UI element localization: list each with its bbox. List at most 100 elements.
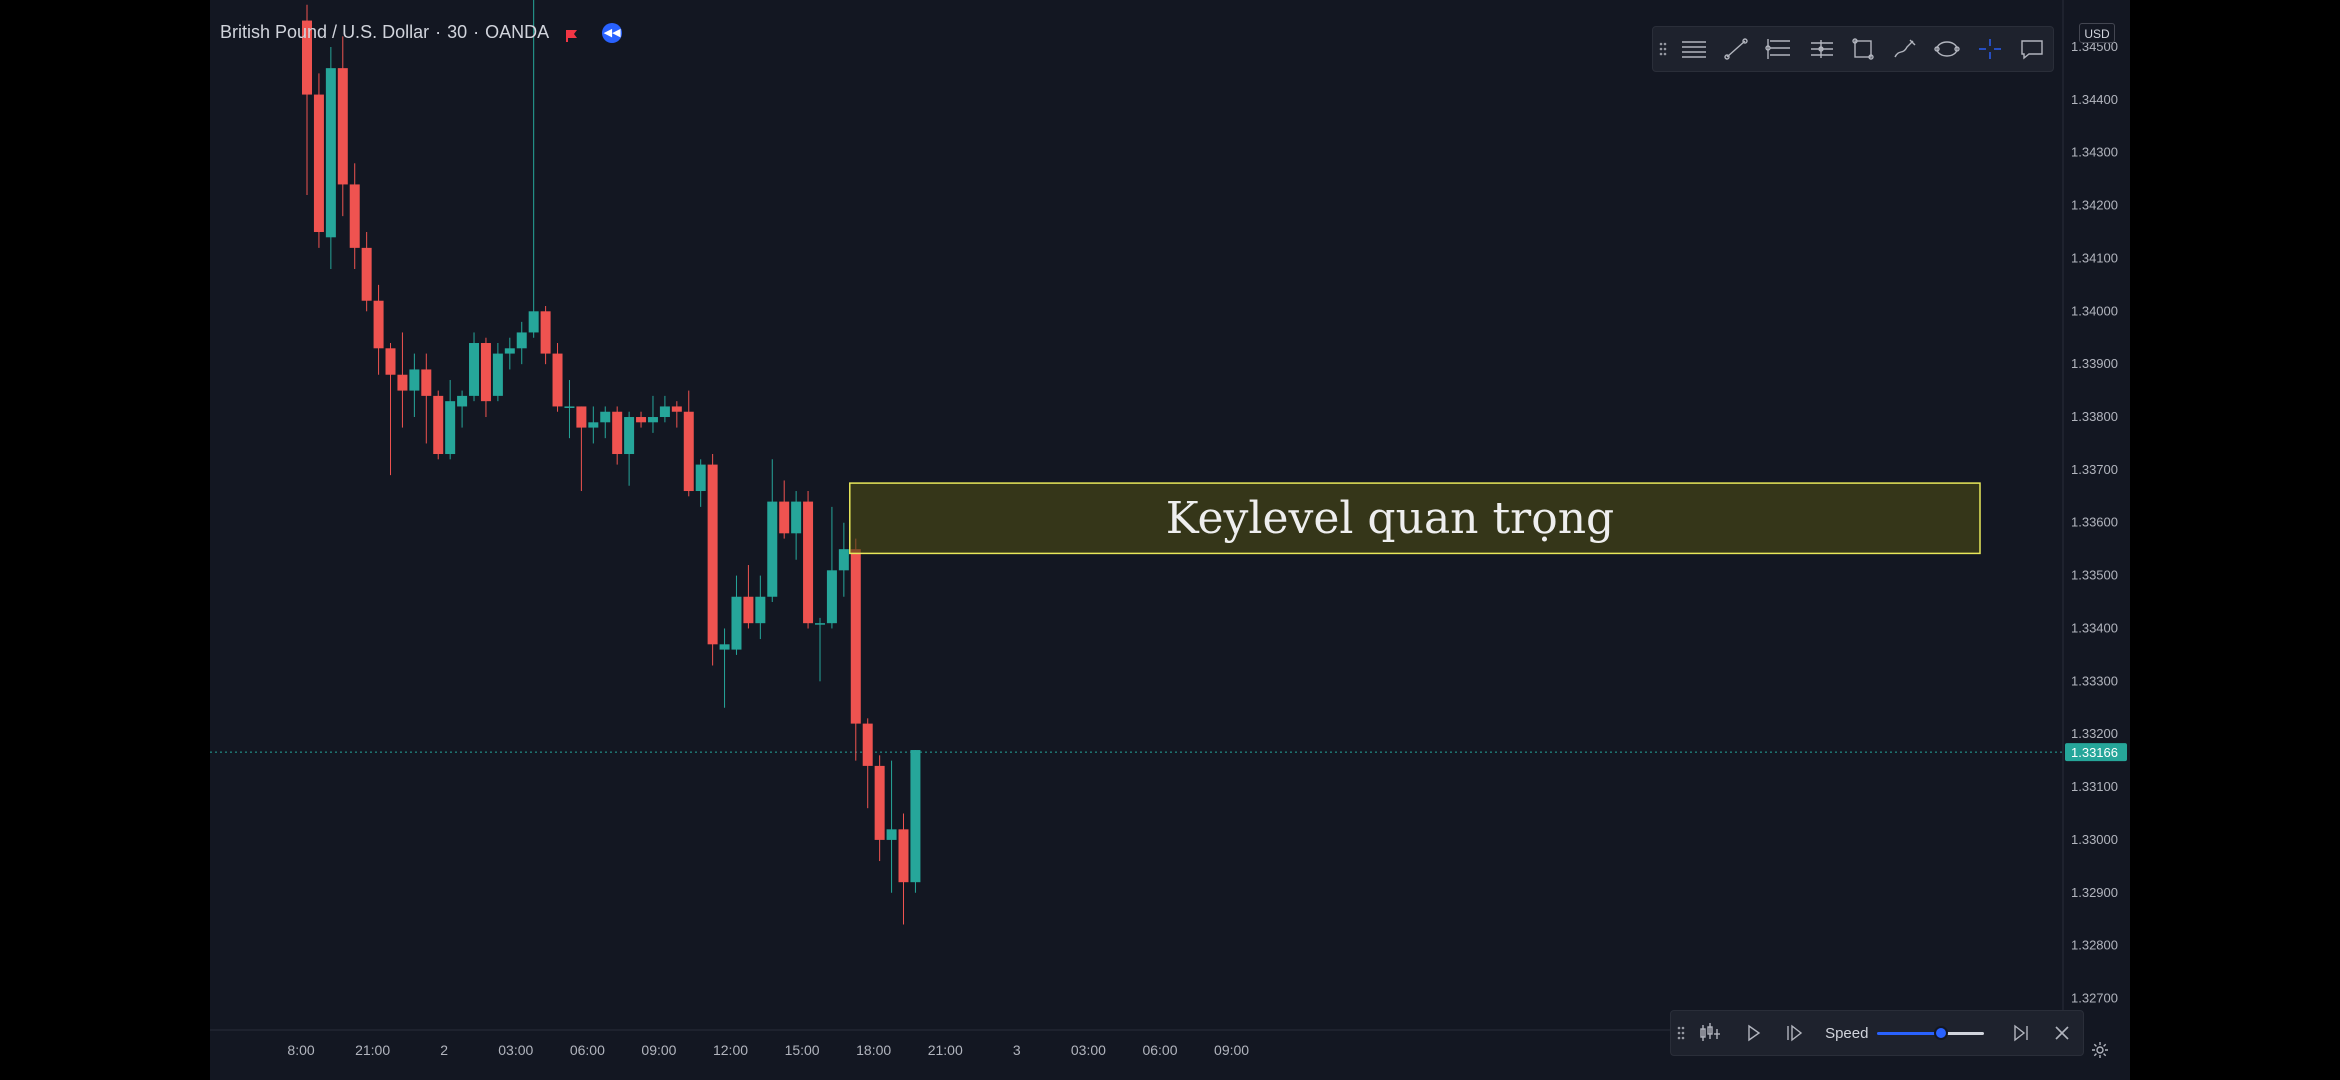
rectangle-icon[interactable]: [1842, 27, 1884, 71]
candle-body: [516, 332, 527, 349]
candle-body: [540, 311, 551, 354]
candle: [564, 380, 575, 439]
candle: [886, 760, 897, 893]
price-tick-label: 1.34400: [2071, 92, 2118, 107]
candle-body: [600, 411, 611, 423]
candle: [325, 47, 336, 270]
price-tick-label: 1.33600: [2071, 515, 2118, 530]
candle-body: [445, 401, 456, 455]
candle-body: [671, 406, 682, 412]
jump-to-realtime-icon[interactable]: [2000, 1011, 2042, 1055]
candle: [433, 390, 444, 460]
price-tick-label: 1.32900: [2071, 885, 2118, 900]
candle-body: [826, 570, 837, 624]
candle: [671, 401, 682, 428]
candle-body: [433, 395, 444, 455]
select-bar-icon[interactable]: [1690, 1011, 1732, 1055]
candle: [361, 232, 372, 312]
time-tick-label: 18:00: [856, 1042, 891, 1058]
fib-retracement-icon[interactable]: [1757, 27, 1799, 71]
candle: [898, 813, 909, 925]
candle: [302, 4, 312, 196]
svg-text:1.33166: 1.33166: [2071, 745, 2118, 760]
candle-body: [612, 411, 623, 455]
time-tick-label: 12:00: [713, 1042, 748, 1058]
last-price-label: 1.33166: [2065, 743, 2127, 762]
time-tick-label: 3: [1013, 1042, 1021, 1058]
horizontal-lines-icon[interactable]: [1673, 27, 1715, 71]
candle: [576, 406, 587, 492]
crosshair-icon[interactable]: [1969, 27, 2011, 71]
candle: [803, 491, 814, 629]
candle: [588, 406, 599, 444]
ellipse-icon[interactable]: [1926, 27, 1968, 71]
candle: [397, 332, 408, 428]
gear-icon[interactable]: [2090, 1040, 2110, 1060]
candle-body: [421, 369, 432, 396]
speed-track: [1877, 1032, 1938, 1035]
candlestick-plot[interactable]: Keylevel quan trọng 1.345001.344001.3430…: [210, 0, 2130, 1080]
time-tick-label: 06:00: [570, 1042, 605, 1058]
symbol-name[interactable]: British Pound / U.S. Dollar: [220, 22, 430, 42]
candle: [874, 755, 885, 862]
price-tick-label: 1.34100: [2071, 250, 2118, 265]
candle: [540, 306, 551, 365]
candle: [767, 459, 778, 603]
replay-bar[interactable]: Speed: [1670, 1010, 2084, 1056]
candles-layer: [302, 0, 921, 925]
time-tick-label: 15:00: [785, 1042, 820, 1058]
candle: [719, 628, 730, 708]
rewind-icon[interactable]: ◀◀: [602, 22, 623, 43]
candle-body: [886, 829, 897, 840]
drawing-toolbar[interactable]: [1652, 26, 2054, 72]
candle: [504, 337, 515, 370]
candle: [313, 73, 324, 248]
drag-handle-icon[interactable]: [1653, 27, 1673, 71]
comment-icon[interactable]: [2011, 27, 2053, 71]
speed-slider[interactable]: [1877, 1024, 1984, 1042]
candle: [707, 454, 718, 666]
step-forward-icon[interactable]: [1774, 1011, 1816, 1055]
time-tick-label: 8:00: [287, 1042, 314, 1058]
candle-body: [588, 422, 599, 428]
candle-body: [683, 411, 694, 492]
candle-body: [492, 353, 503, 396]
candle: [791, 491, 802, 560]
price-tick-label: 1.32700: [2071, 990, 2118, 1005]
symbol-header[interactable]: British Pound / U.S. Dollar · 30 · OANDA…: [220, 22, 623, 43]
price-tick-label: 1.34000: [2071, 303, 2118, 318]
speed-thumb[interactable]: [1934, 1026, 1949, 1040]
candle-body: [910, 750, 921, 883]
play-icon[interactable]: [1732, 1011, 1774, 1055]
chart-area[interactable]: Keylevel quan trọng 1.34500 1.34400 1.3430…: [210, 0, 2130, 1080]
candle-body: [409, 369, 420, 391]
candle: [647, 395, 658, 433]
time-tick-label: 09:00: [1214, 1042, 1249, 1058]
candle: [457, 390, 468, 428]
time-tick-label: 06:00: [1142, 1042, 1177, 1058]
candle-body: [480, 343, 491, 402]
candle: [469, 332, 480, 402]
candle: [624, 411, 635, 486]
candle-body: [385, 348, 396, 375]
close-icon[interactable]: [2041, 1011, 2083, 1055]
pitchfork-icon[interactable]: [1799, 27, 1841, 71]
candle-body: [838, 549, 849, 571]
candle-body: [659, 406, 670, 418]
drag-handle-icon[interactable]: [1671, 1011, 1690, 1055]
symbol-separator: ·: [435, 22, 442, 42]
brush-icon[interactable]: [1884, 27, 1926, 71]
candle: [636, 411, 647, 428]
price-axis[interactable]: 1.345001.344001.343001.342001.341001.340…: [2062, 0, 2118, 1030]
key-level-rect[interactable]: [849, 482, 1981, 555]
price-tick-label: 1.33000: [2071, 832, 2118, 847]
currency-badge[interactable]: USD: [2079, 23, 2115, 43]
candle: [516, 321, 527, 365]
key-level-zone[interactable]: Keylevel quan trọng: [849, 482, 1981, 555]
candle: [683, 390, 694, 497]
candle: [695, 459, 706, 507]
flag-icon[interactable]: [565, 26, 578, 42]
trend-line-icon[interactable]: [1715, 27, 1757, 71]
symbol-interval[interactable]: 30: [447, 22, 468, 42]
candle-body: [767, 501, 778, 597]
